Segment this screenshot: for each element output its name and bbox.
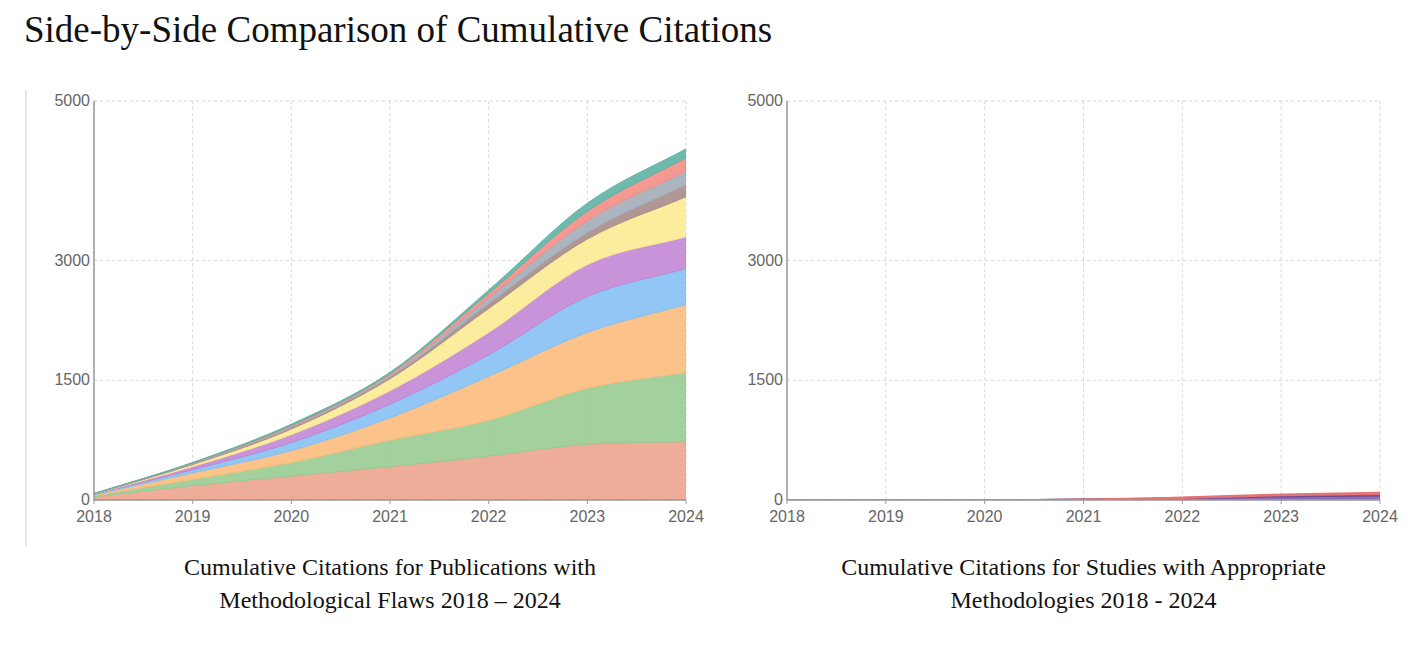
- y-grid-line: [94, 500, 686, 501]
- x-tick-label: 2021: [1066, 508, 1102, 525]
- y-grid-line: [787, 260, 1380, 261]
- y-tick-label: 0: [81, 491, 90, 508]
- areas: [94, 149, 686, 500]
- x-grid-line: [787, 101, 788, 500]
- x-tick-label: 2023: [570, 508, 606, 525]
- figure: Side-by-Side Comparison of Cumulative Ci…: [0, 0, 1428, 670]
- stacked-area: [94, 237, 686, 495]
- stacked-area: [94, 171, 686, 494]
- stacked-area: [94, 158, 686, 494]
- x-tick-label: 2022: [471, 508, 507, 525]
- y-axis: [93, 101, 95, 500]
- x-grid-line: [192, 101, 193, 500]
- y-grid-line: [787, 500, 1380, 501]
- x-grid-line: [1281, 101, 1282, 500]
- x-grid-line: [885, 101, 886, 500]
- x-axis: [94, 499, 686, 501]
- x-tick-label: 2021: [372, 508, 408, 525]
- chart-panel: 0 1500 3000 5000 2018 2019 2020 2021 2022 2023 202…: [747, 92, 1397, 613]
- x-tick-label: 2022: [1165, 508, 1201, 525]
- x-tick-label: 2019: [175, 508, 211, 525]
- x-grid-line: [984, 101, 985, 500]
- x-tick-label: 2019: [868, 508, 904, 525]
- y-tick-label: 1500: [747, 371, 783, 388]
- y-tick-label: 5000: [747, 92, 783, 109]
- figure-title: Side-by-Side Comparison of Cumulative Ci…: [24, 9, 772, 50]
- x-grid-line: [1380, 101, 1381, 500]
- y-tick-label: 3000: [747, 252, 783, 269]
- x-tick-label: 2024: [668, 508, 704, 525]
- chart-caption: Cumulative Citations for Studies with Ap…: [841, 554, 1326, 613]
- stacked-area: [94, 149, 686, 494]
- stacked-area: [787, 493, 1380, 500]
- y-tick-label: 5000: [54, 92, 90, 109]
- stacked-area: [94, 197, 686, 494]
- grid: [787, 101, 1380, 500]
- x-tick-label: 2020: [274, 508, 310, 525]
- x-grid-line: [1182, 101, 1183, 500]
- areas: [787, 493, 1380, 500]
- x-tick-label: 2018: [769, 508, 805, 525]
- y-axis: [786, 101, 788, 500]
- x-axis: [787, 499, 1380, 501]
- y-tick-label: 3000: [54, 252, 90, 269]
- panel-border: [26, 90, 27, 546]
- y-tick-label: 1500: [54, 371, 90, 388]
- x-tick-label: 2020: [967, 508, 1003, 525]
- x-tick-label: 2023: [1263, 508, 1299, 525]
- y-tick-label: 0: [774, 491, 783, 508]
- chart-caption: Cumulative Citations for Publications wi…: [184, 554, 596, 613]
- grid: [94, 101, 686, 500]
- x-tick-label: 2018: [76, 508, 112, 525]
- x-tick-label: 2024: [1362, 508, 1398, 525]
- chart-panel: 0 1500 3000 5000 2018 2019 2020 2021 2022 2023 202…: [54, 92, 703, 613]
- stacked-area: [94, 185, 686, 494]
- x-grid-line: [1083, 101, 1084, 500]
- x-grid-line: [94, 101, 95, 500]
